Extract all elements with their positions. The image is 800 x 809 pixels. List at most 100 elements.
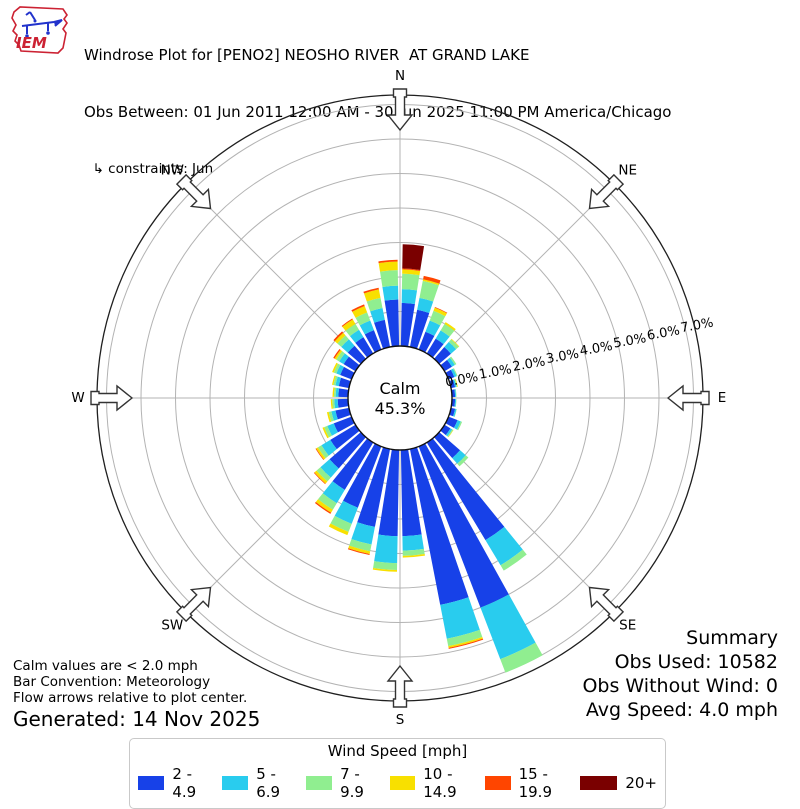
- windrose-bar-segment: [314, 501, 332, 514]
- flow-arrow: [588, 586, 625, 623]
- windrose-bar-segment: [333, 416, 355, 433]
- windrose-bar-segment: [434, 432, 461, 459]
- windrose-bar-segment: [334, 349, 343, 360]
- windrose-bar-segment: [330, 399, 333, 409]
- windrose-bar-segment: [347, 345, 366, 364]
- legend-item: 2 - 4.9: [138, 765, 207, 801]
- windrose-bar-segment: [450, 368, 457, 378]
- windrose-bar-segment: [401, 289, 418, 305]
- windrose-bar-segment: [409, 447, 469, 605]
- polar-grid: [97, 95, 703, 701]
- calm-value: 45.3%: [375, 399, 426, 418]
- windrose-bar-segment: [374, 534, 398, 564]
- windrose-bar-segment: [363, 289, 381, 302]
- windrose-bar-segment: [417, 297, 434, 313]
- windrose-bar-segment: [418, 331, 435, 353]
- windrose-bar-segment: [455, 389, 457, 398]
- windrose-bar-segment: [378, 259, 398, 264]
- calm-label: Calm: [379, 379, 420, 398]
- flow-arrow: [666, 384, 710, 412]
- windrose-bar-segment: [316, 467, 331, 482]
- windrose-bar-segment: [445, 428, 453, 437]
- legend-item: 10 - 14.9: [389, 765, 470, 801]
- windrose-bar-segment: [400, 302, 415, 347]
- windrose-bar-segment: [384, 299, 400, 347]
- windrose-bar-segment: [328, 523, 349, 536]
- summary-obs-used: Obs Used: 10582: [614, 651, 778, 673]
- compass-label-nw: NW: [161, 162, 184, 178]
- windrose-bar-segment: [337, 335, 349, 347]
- windrose-bar-segment: [316, 447, 326, 460]
- windrose-bar-segment: [453, 368, 458, 377]
- windrose-bar-segment: [333, 331, 344, 342]
- windrose-bar-segment: [334, 332, 346, 344]
- logo-iem-text: IEM: [16, 34, 47, 52]
- windrose-bar-segment: [485, 526, 523, 566]
- windrose-bar-segment: [363, 287, 379, 294]
- windrose-bar-segment: [374, 319, 391, 349]
- windrose-bar-segment: [500, 642, 543, 673]
- windrose-bar-segment: [378, 261, 398, 272]
- summary-title: Summary: [686, 627, 778, 649]
- windrose-bar-segment: [426, 338, 444, 358]
- windrose-bar-segment: [370, 308, 385, 323]
- legend-swatch: [305, 776, 333, 790]
- windrose-bar-segment: [429, 310, 446, 326]
- windrose-bar-segment: [419, 280, 439, 302]
- legend-swatch: [138, 776, 165, 790]
- windrose-bar-segment: [440, 323, 455, 337]
- windrose-bar-segment: [372, 567, 397, 572]
- windrose-bar-segment: [455, 378, 458, 387]
- windrose-bar-segment: [351, 522, 375, 545]
- windrose-bar-segment: [340, 366, 355, 380]
- ring-percent-label: 3.0%: [545, 347, 580, 368]
- windrose-bar-segment: [332, 362, 338, 373]
- windrose-bar-segment: [328, 411, 334, 422]
- windrose-bar-segment: [433, 307, 447, 317]
- windrose-bar-segment: [448, 339, 459, 350]
- windrose-bar-segment: [332, 399, 336, 409]
- windrose-bar-segment: [480, 594, 536, 660]
- windrose-bar-segment: [330, 515, 352, 532]
- windrose-bar-segment: [357, 447, 391, 527]
- flow-arrow: [175, 173, 212, 210]
- grid-spoke: [436, 183, 615, 362]
- windrose-bar-segment: [453, 379, 457, 388]
- flow-arrow: [588, 173, 625, 210]
- legend-swatch: [580, 776, 618, 790]
- windrose-bar-segment: [452, 450, 466, 464]
- windrose-bar-segment: [444, 322, 456, 331]
- title-block: Windrose Plot for [PENO2] NEOSHO RIVER A…: [84, 8, 671, 197]
- windrose-bar-segment: [379, 270, 399, 288]
- windrose-bar-segment: [327, 423, 338, 436]
- windrose-bar-segment: [342, 319, 356, 331]
- windrose-bar-segment: [333, 375, 338, 386]
- windrose-bar-segment: [320, 459, 339, 478]
- windrose-bar-segment: [313, 472, 326, 485]
- windrose-bar-segment: [402, 553, 425, 558]
- windrose-bar-segment: [500, 549, 527, 571]
- compass-label-s: S: [396, 712, 405, 728]
- windrose-bar-segment: [409, 309, 430, 349]
- windrose-bar-segment: [349, 539, 372, 552]
- windrose-bar-segment: [447, 429, 454, 438]
- windrose-bar-segment: [335, 407, 351, 420]
- windrose-bar-segment: [333, 387, 337, 397]
- windrose-bar-segment: [425, 320, 441, 336]
- windrose-bar-segment: [355, 312, 371, 326]
- windrose-bar-segment: [448, 638, 484, 649]
- windrose-bar-segment: [453, 408, 457, 417]
- flow-arrow: [386, 88, 414, 132]
- windrose-bar-segment: [448, 637, 483, 648]
- page-title: Windrose Plot for [PENO2] NEOSHO RIVER A…: [84, 46, 530, 64]
- windrose-bar-segment: [401, 273, 420, 291]
- legend-item: 20+: [580, 774, 657, 792]
- windrose-bar-segment: [343, 443, 382, 508]
- windrose-bar-segment: [418, 443, 509, 608]
- legend-swatch: [389, 776, 416, 790]
- windrose-bar-segment: [332, 438, 374, 490]
- compass-label-sw: SW: [161, 618, 183, 634]
- windrose-bars: [313, 244, 543, 673]
- windrose-bar-segment: [338, 388, 349, 398]
- iem-logo: IEM: [11, 6, 68, 54]
